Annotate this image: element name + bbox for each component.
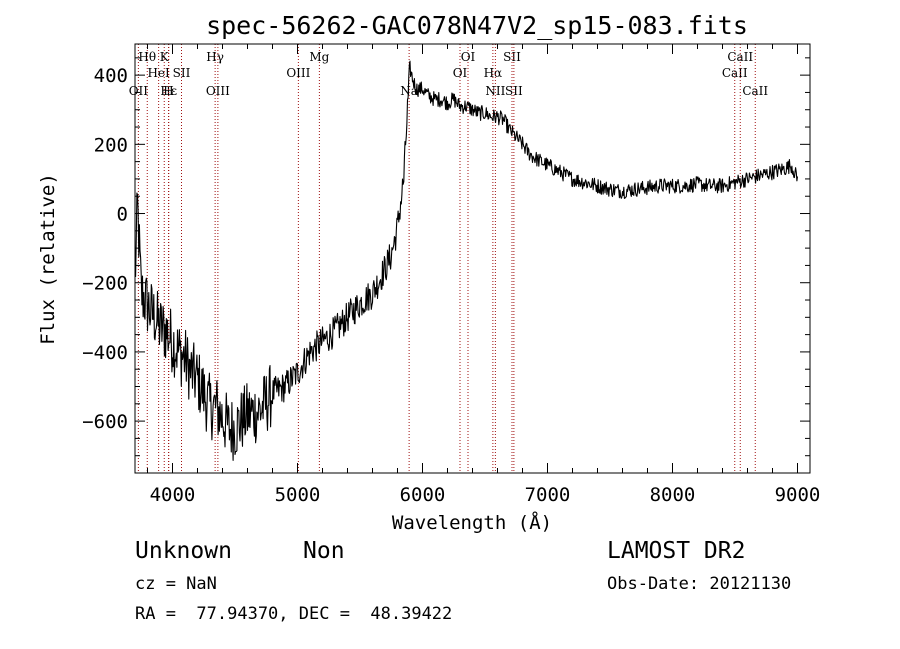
x-tick-label: 7000 xyxy=(525,484,571,506)
y-tick-label: 400 xyxy=(94,65,128,87)
x-tick-label: 9000 xyxy=(775,484,821,506)
line-marker-label-0: Hθ xyxy=(138,50,156,64)
line-marker-label-13: OI xyxy=(461,50,476,64)
line-marker-label-16: SII xyxy=(503,50,521,64)
line-marker-label-3: Hε xyxy=(160,84,177,98)
line-marker-label-8: OIII xyxy=(206,84,230,98)
x-tick-label: 6000 xyxy=(400,484,446,506)
line-marker-label-19: CaII xyxy=(727,50,753,64)
x-tick-label: 5000 xyxy=(275,484,321,506)
line-marker-label-1: OII xyxy=(129,84,149,98)
survey-name: LAMOST DR2 xyxy=(607,538,746,564)
line-marker-label-7: Hγ xyxy=(206,50,224,64)
line-marker-label-10: Mg xyxy=(309,50,329,64)
line-marker-label-5: H xyxy=(163,84,173,98)
redshift-readout: cz = NaN xyxy=(135,574,217,594)
coordinates-readout: RA = 77.94370, DEC = 48.39422 xyxy=(135,604,453,624)
object-class: Unknown xyxy=(135,538,232,564)
x-tick-label: 4000 xyxy=(150,484,196,506)
line-marker-label-15: NII xyxy=(485,84,505,98)
line-marker-label-14: Hα xyxy=(484,66,503,80)
y-tick-label: −600 xyxy=(82,411,128,433)
y-tick-label: 0 xyxy=(117,204,128,226)
line-marker-label-18: CaII xyxy=(722,66,748,80)
spectrum-line xyxy=(134,60,799,461)
line-marker-label-2: HeI xyxy=(147,66,170,80)
chart-title: spec-56262-GAC078N47V2_sp15-083.fits xyxy=(206,11,748,40)
spectrum-series xyxy=(134,60,799,461)
observation-date: Obs-Date: 20121130 xyxy=(607,574,792,594)
object-subclass: Non xyxy=(303,538,345,564)
x-tick-label: 8000 xyxy=(650,484,696,506)
line-marker-label-12: OI xyxy=(453,66,468,80)
axis-tick-labels: 4000 5000 6000 7000 8000 9000 −600 −400 −200 0 200… xyxy=(82,65,820,506)
line-marker-label-9: OIII xyxy=(286,66,310,80)
axis-ticks xyxy=(135,44,810,473)
y-tick-label: −400 xyxy=(82,342,128,364)
line-marker-label-17: SII xyxy=(505,84,523,98)
x-axis-label: Wavelength (Å) xyxy=(392,511,552,534)
line-marker-label-6: SII xyxy=(173,66,191,80)
line-marker-label-20: CaII xyxy=(742,84,768,98)
y-axis-label: Flux (relative) xyxy=(37,173,59,345)
y-tick-label: 200 xyxy=(94,134,128,156)
line-marker-label-4: K xyxy=(160,50,170,64)
y-tick-label: −200 xyxy=(82,273,128,295)
